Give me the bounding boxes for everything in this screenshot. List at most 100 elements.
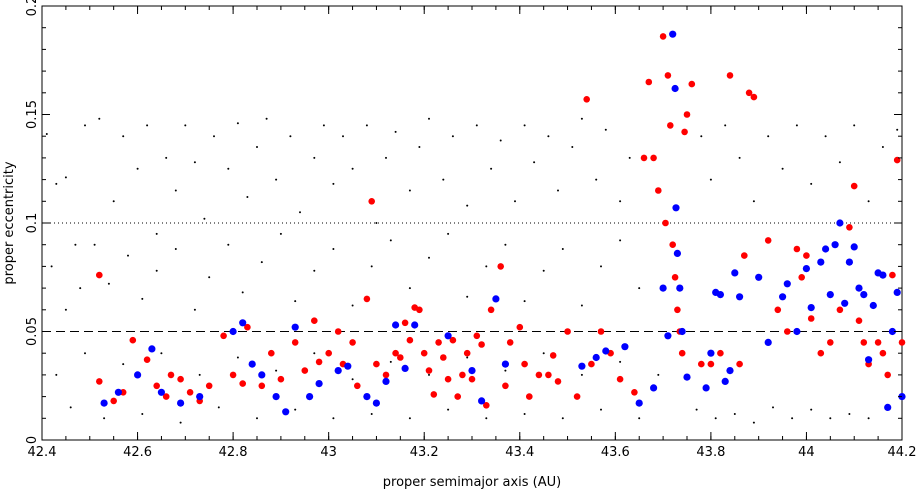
background-point bbox=[867, 200, 870, 203]
background-point bbox=[781, 167, 784, 170]
red-point bbox=[674, 306, 681, 314]
background-point bbox=[107, 282, 110, 285]
background-point bbox=[203, 217, 206, 220]
background-point bbox=[428, 117, 430, 120]
red-point bbox=[363, 295, 371, 303]
blue-point bbox=[621, 343, 629, 351]
background-point bbox=[370, 413, 373, 415]
red-point bbox=[683, 111, 691, 118]
red-point bbox=[860, 339, 868, 346]
background-point bbox=[733, 413, 736, 415]
background-point bbox=[557, 189, 559, 192]
red-point bbox=[798, 274, 805, 281]
red-point bbox=[473, 332, 481, 340]
blue-point bbox=[807, 304, 815, 312]
background-point bbox=[389, 360, 392, 363]
blue-point bbox=[793, 327, 801, 336]
background-point bbox=[260, 261, 263, 264]
background-point bbox=[791, 417, 794, 420]
blue-point bbox=[860, 291, 868, 299]
background-point bbox=[50, 265, 53, 268]
background-point bbox=[752, 421, 755, 424]
red-point bbox=[884, 371, 891, 379]
blue-point bbox=[731, 269, 739, 277]
red-point bbox=[573, 393, 581, 400]
blue-point bbox=[673, 249, 682, 257]
background-point bbox=[542, 269, 545, 272]
red-point bbox=[425, 367, 433, 374]
blue-point bbox=[707, 349, 715, 357]
background-point bbox=[408, 287, 411, 290]
red-point bbox=[640, 154, 648, 162]
red-point bbox=[678, 349, 686, 357]
blue-point bbox=[841, 299, 849, 307]
red-point bbox=[478, 341, 485, 348]
background-point bbox=[332, 417, 335, 420]
background-point bbox=[881, 146, 884, 148]
red-point bbox=[850, 182, 858, 190]
background-point bbox=[365, 124, 368, 127]
background-points bbox=[45, 117, 899, 424]
blue-point bbox=[315, 380, 323, 388]
background-point bbox=[561, 417, 564, 420]
red-point bbox=[291, 339, 299, 346]
blue-point bbox=[578, 362, 586, 370]
background-point bbox=[289, 135, 292, 138]
background-point bbox=[351, 304, 354, 307]
blue-point bbox=[817, 258, 825, 266]
blue-point bbox=[650, 384, 658, 392]
background-point bbox=[619, 239, 622, 242]
x-tick-label: 42.4 bbox=[28, 445, 57, 460]
red-point bbox=[879, 349, 887, 357]
background-point bbox=[127, 254, 129, 257]
blue-point bbox=[783, 280, 791, 288]
red-point bbox=[667, 122, 674, 129]
background-point bbox=[542, 352, 545, 355]
background-point bbox=[279, 232, 282, 235]
red-point bbox=[616, 375, 624, 383]
red-point bbox=[893, 156, 901, 164]
background-point bbox=[504, 369, 507, 372]
background-point bbox=[256, 146, 258, 148]
red-point bbox=[459, 371, 466, 379]
background-point bbox=[64, 308, 67, 311]
y-axis-title: proper eccentricity bbox=[2, 161, 17, 284]
red-point bbox=[583, 96, 590, 103]
background-point bbox=[69, 406, 72, 409]
background-point bbox=[709, 178, 712, 181]
blue-point bbox=[822, 245, 830, 253]
blue-point bbox=[764, 338, 772, 346]
background-point bbox=[896, 128, 899, 131]
background-point bbox=[523, 124, 526, 127]
background-point bbox=[55, 373, 58, 376]
red-point bbox=[741, 252, 748, 259]
red-point bbox=[671, 274, 679, 281]
background-point bbox=[84, 124, 86, 127]
background-point bbox=[442, 178, 445, 181]
blue-point bbox=[865, 356, 873, 364]
background-point bbox=[55, 182, 58, 185]
blue-point bbox=[855, 284, 863, 292]
blue-point bbox=[669, 30, 677, 38]
background-point bbox=[155, 269, 158, 272]
background-point bbox=[64, 176, 67, 179]
red-point bbox=[588, 360, 595, 368]
blue-point bbox=[893, 288, 901, 296]
background-point bbox=[451, 135, 454, 138]
blue-point bbox=[134, 371, 142, 379]
background-point bbox=[504, 243, 507, 246]
background-point bbox=[795, 124, 798, 127]
background-point bbox=[313, 352, 316, 355]
background-point bbox=[466, 356, 469, 359]
blue-point bbox=[114, 388, 122, 396]
blue-point bbox=[802, 265, 811, 273]
background-point bbox=[561, 248, 564, 250]
red-point bbox=[803, 252, 810, 259]
background-point bbox=[475, 124, 478, 127]
background-point bbox=[428, 256, 430, 259]
red-point bbox=[277, 375, 285, 383]
red-point bbox=[315, 358, 323, 366]
red-point bbox=[397, 354, 404, 361]
background-point bbox=[724, 124, 727, 127]
blue-point bbox=[334, 367, 342, 375]
